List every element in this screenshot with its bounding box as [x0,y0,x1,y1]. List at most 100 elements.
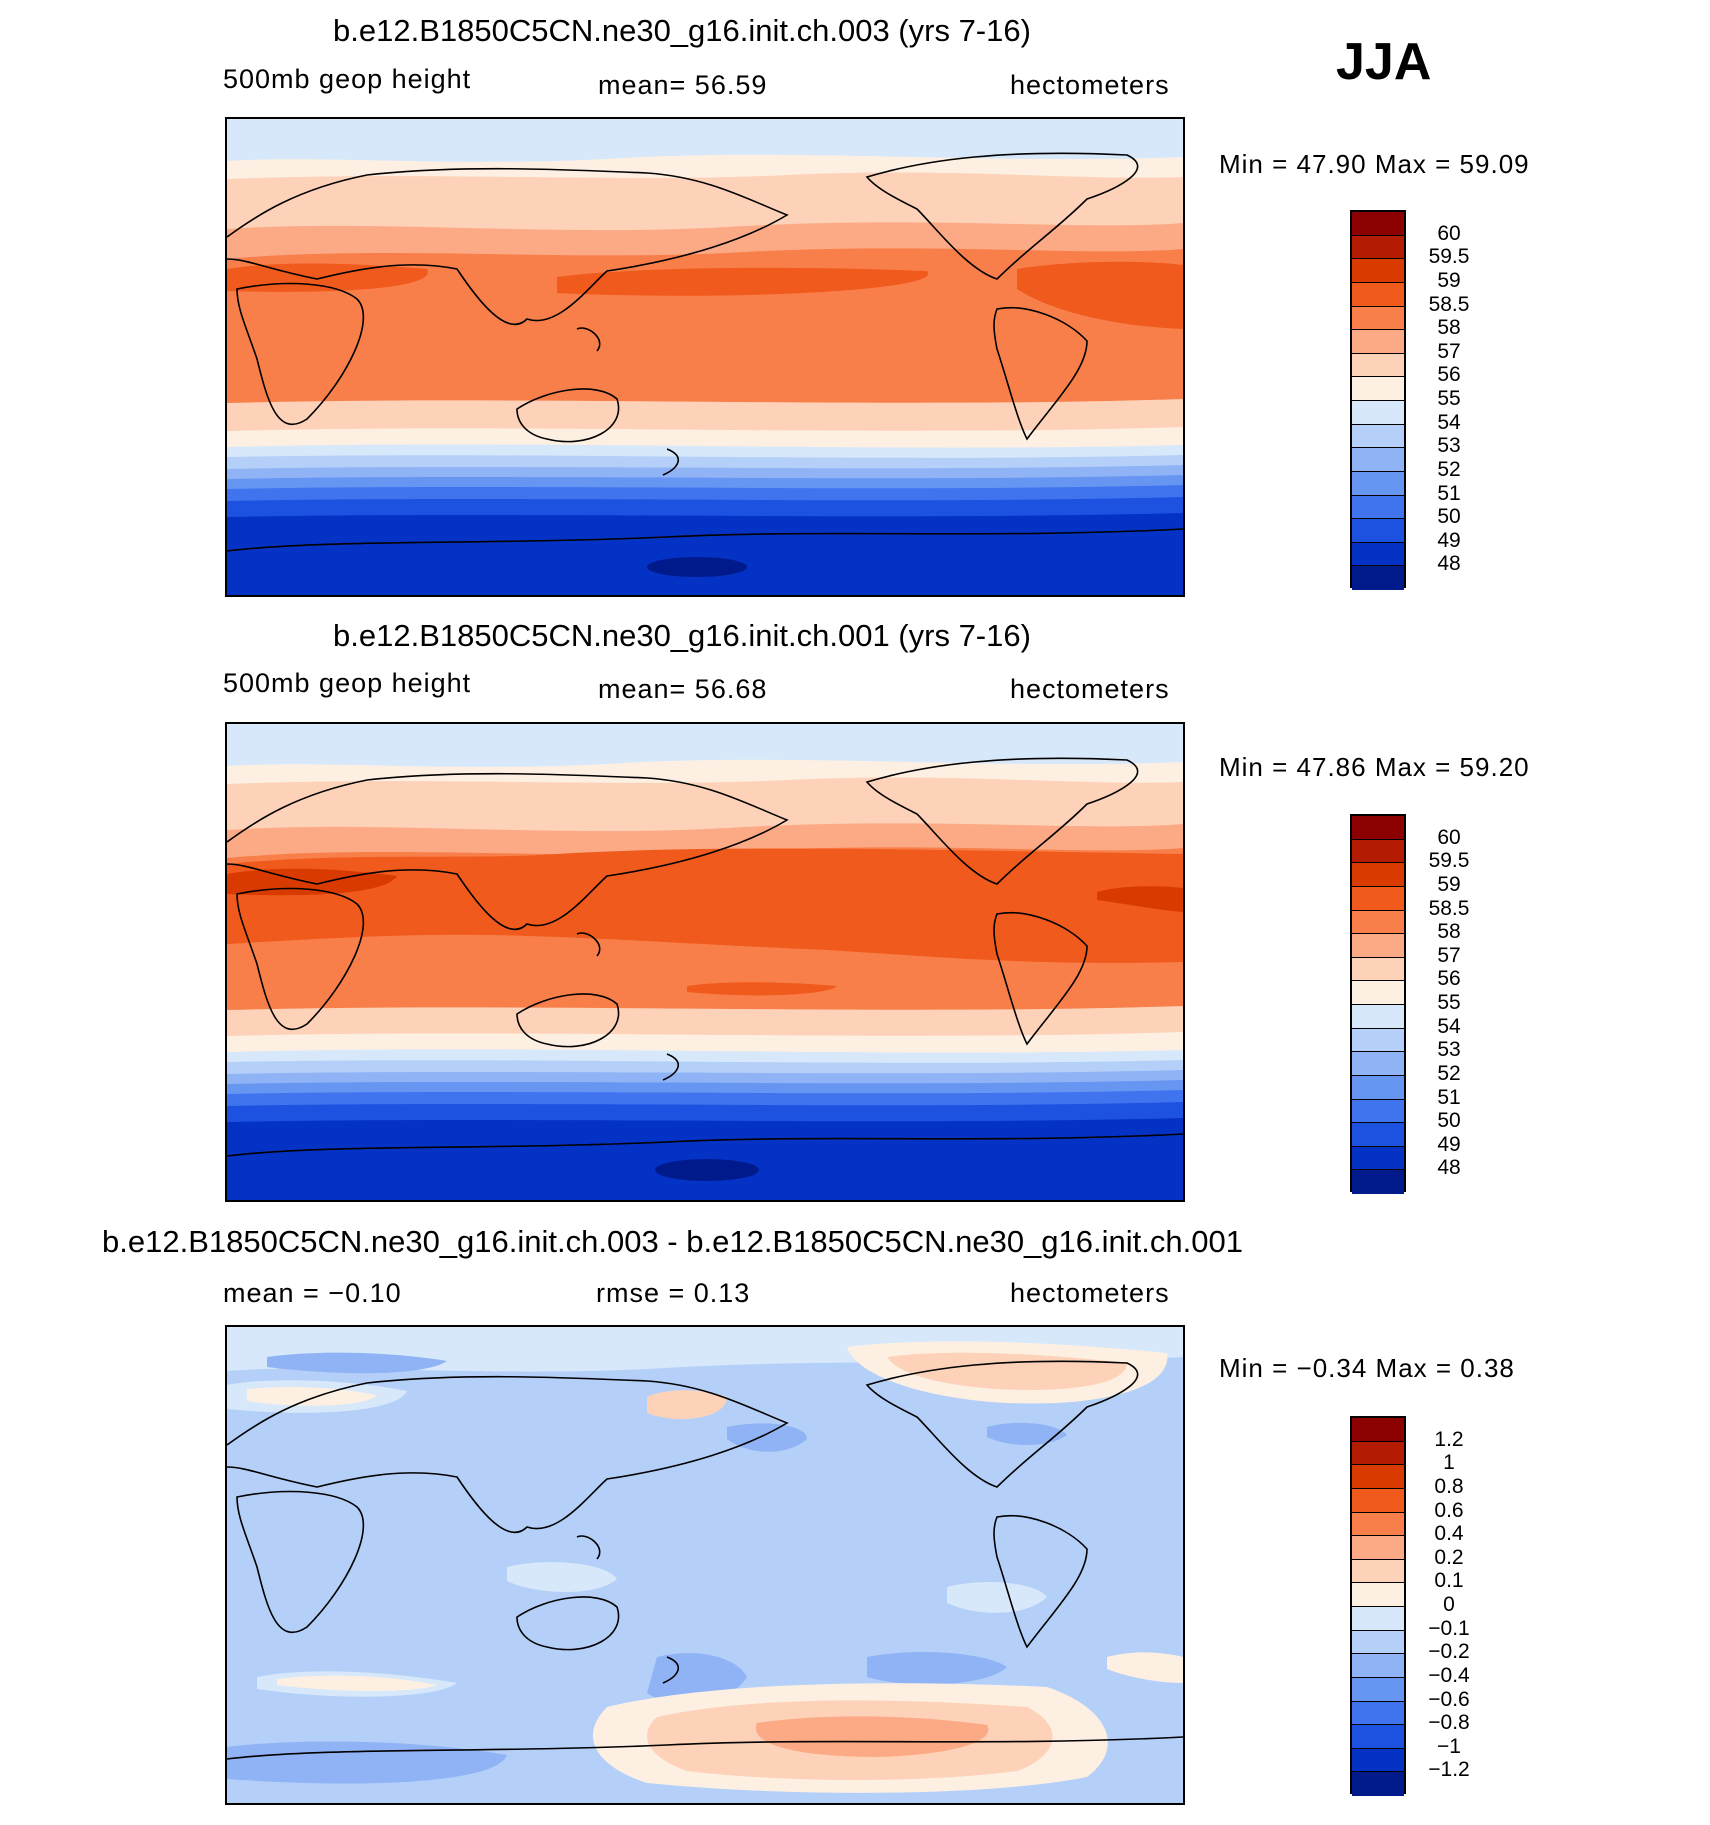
colorbar-label: 58.5 [1428,896,1470,920]
colorbar-swatch [1352,566,1404,590]
colorbar-label: 1 [1443,1451,1455,1475]
colorbar-label: −0.4 [1428,1663,1470,1687]
colorbar-label: −0.1 [1428,1616,1470,1640]
colorbar-label: 58 [1437,920,1461,944]
colorbar-label: 57 [1437,943,1461,967]
colorbar-label: 48 [1437,552,1461,576]
colorbar-swatch [1352,306,1404,331]
panel-2-colorbar [1350,814,1406,1194]
colorbar-label: 51 [1437,1085,1461,1109]
colorbar-swatch [1352,1654,1404,1678]
panel-1-mean-label: mean= 56.59 [598,70,768,100]
colorbar-label: 51 [1437,481,1461,505]
panel-1-title: b.e12.B1850C5CN.ne30_g16.init.ch.003 (yr… [333,13,1031,48]
colorbar-swatch [1352,1630,1404,1655]
colorbar-swatch [1352,519,1404,543]
colorbar-swatch [1352,495,1404,520]
colorbar-label: −0.6 [1428,1687,1470,1711]
colorbar-label: 53 [1437,1038,1461,1062]
colorbar-swatch [1352,1146,1404,1171]
colorbar-swatch [1352,330,1404,354]
colorbar-label: 55 [1437,991,1461,1014]
colorbar-label: 0.2 [1434,1545,1464,1569]
colorbar-label: 59 [1437,268,1461,292]
colorbar-label: 60 [1437,221,1461,245]
colorbar-label: 54 [1437,410,1461,434]
panel-3-coastlines [227,1360,1183,1760]
colorbar-label: −0.2 [1428,1640,1470,1664]
colorbar-swatch [1352,259,1404,283]
colorbar-label: −1 [1437,1734,1461,1758]
colorbar-label: 50 [1437,505,1461,529]
colorbar-label: 56 [1437,967,1461,991]
colorbar-label: 0.8 [1434,1474,1464,1498]
colorbar-swatch [1352,1583,1404,1607]
panel-1-variable-label: 500mb geop height [223,64,472,94]
colorbar-label: −1.2 [1428,1758,1470,1782]
colorbar-swatch [1352,1772,1404,1796]
colorbar-swatch [1352,934,1404,958]
colorbar-label: 59 [1437,872,1461,896]
colorbar-swatch [1352,816,1404,840]
colorbar-swatch [1352,1512,1404,1537]
panel-3-mean-label: mean = −0.10 [223,1278,402,1308]
colorbar-swatch [1352,1028,1404,1053]
colorbar-swatch [1352,1005,1404,1029]
colorbar-label: 59.5 [1428,245,1470,269]
colorbar-swatch [1352,886,1404,911]
colorbar-label: 50 [1437,1109,1461,1133]
colorbar-swatch [1352,401,1404,425]
panel-2-units-label: hectometers [1010,674,1170,704]
colorbar-label: 48 [1437,1156,1461,1180]
colorbar-swatch [1352,1418,1404,1442]
colorbar-swatch [1352,1170,1404,1194]
panel-1-minmax: Min = 47.90 Max = 59.09 [1219,149,1530,179]
colorbar-swatch [1352,1488,1404,1513]
colorbar-swatch [1352,471,1404,496]
panel-3-minmax: Min = −0.34 Max = 0.38 [1219,1353,1515,1383]
colorbar-swatch [1352,1701,1404,1726]
colorbar-swatch [1352,863,1404,887]
panel-2-contour-bands [227,724,1183,1200]
colorbar-swatch [1352,1748,1404,1773]
panel-3-contour-bands [227,1327,1183,1803]
colorbar-swatch [1352,1725,1404,1749]
panel-3-title: b.e12.B1850C5CN.ne30_g16.init.ch.003 - b… [102,1224,1243,1259]
panel-3-rmse-label: rmse = 0.13 [596,1278,751,1308]
colorbar-label: 52 [1437,457,1461,481]
panel-1-colorbar [1350,210,1406,590]
colorbar-swatch [1352,235,1404,260]
colorbar-swatch [1352,542,1404,567]
colorbar-label: 1.2 [1434,1427,1464,1451]
colorbar-label: 59.5 [1428,849,1470,873]
panel-2-map [225,722,1185,1202]
panel-3-map [225,1325,1185,1805]
colorbar-label: 52 [1437,1061,1461,1085]
colorbar-label: 58.5 [1428,292,1470,316]
colorbar-swatch [1352,981,1404,1005]
colorbar-label: 54 [1437,1014,1461,1038]
panel-2-minmax: Min = 47.86 Max = 59.20 [1219,752,1530,782]
colorbar-swatch [1352,448,1404,472]
colorbar-swatch [1352,1052,1404,1076]
colorbar-label: 58 [1437,316,1461,340]
panel-3-units-label: hectometers [1010,1278,1170,1308]
colorbar-label: 56 [1437,363,1461,387]
colorbar-label: 57 [1437,339,1461,363]
panel-1-units-label: hectometers [1010,70,1170,100]
colorbar-swatch [1352,1607,1404,1631]
panel-2-coastlines [227,757,1183,1157]
panel-1-map [225,117,1185,597]
colorbar-swatch [1352,1465,1404,1489]
panel-1-coastlines [227,152,1183,552]
colorbar-swatch [1352,282,1404,307]
colorbar-swatch [1352,910,1404,935]
panel-3-colorbar [1350,1416,1406,1796]
panel-2-mean-label: mean= 56.68 [598,674,768,704]
colorbar-label: 49 [1437,528,1461,552]
colorbar-label: 60 [1437,825,1461,849]
colorbar-label: 49 [1437,1132,1461,1156]
colorbar-label: −0.8 [1428,1711,1470,1735]
colorbar-swatch [1352,1123,1404,1147]
colorbar-swatch [1352,1075,1404,1100]
